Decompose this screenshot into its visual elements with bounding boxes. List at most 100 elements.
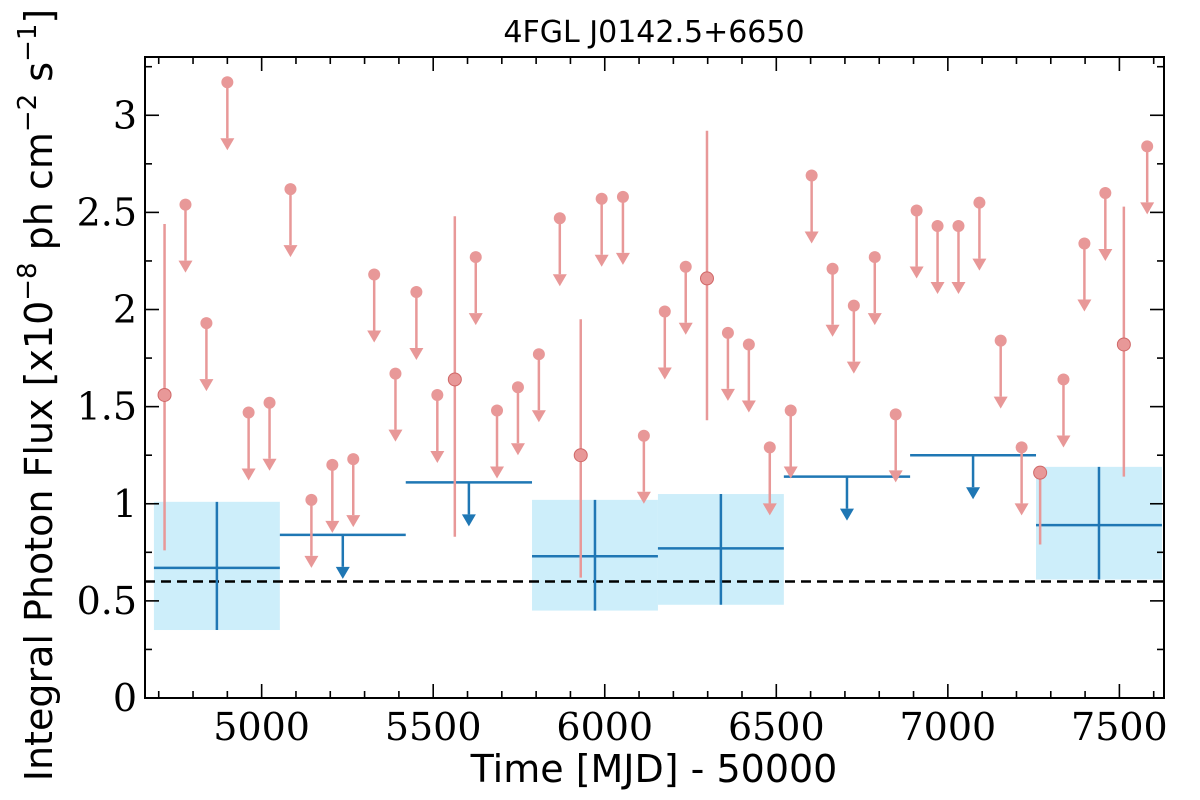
fine-ul-point-34 (952, 219, 965, 232)
fine-ul-point-17 (553, 212, 566, 225)
x-tick-label-1: 5500 (385, 705, 482, 749)
coarse-ul-arrow-3 (966, 487, 981, 500)
fine-ul-arrow-15 (510, 443, 525, 456)
fine-ul-point-23 (721, 326, 734, 339)
fine-ul-arrow-28 (825, 324, 840, 337)
fine-point-4 (1033, 465, 1048, 480)
fine-ul-arrow-17 (552, 274, 567, 287)
chart-title: 4FGL J0142.5+6650 (503, 15, 804, 50)
y-axis-label-close: ] (17, 9, 61, 24)
fine-ul-arrow-22 (678, 322, 693, 335)
fine-ul-arrow-0 (178, 260, 193, 273)
fine-ul-point-32 (910, 204, 923, 217)
y-tick-label-3: 1.5 (77, 385, 137, 429)
fine-ul-point-30 (868, 251, 881, 264)
fine-ul-arrow-26 (783, 466, 798, 479)
fine-ul-point-1 (200, 317, 213, 330)
y-axis-label-exp2: −2 (13, 94, 43, 132)
fine-ul-arrow-39 (1077, 299, 1092, 312)
fine-ul-point-22 (679, 260, 692, 273)
fine-ul-arrow-37 (1014, 503, 1029, 516)
fine-ul-arrow-12 (430, 450, 445, 463)
fine-ul-point-29 (847, 299, 860, 312)
y-tick-label-6: 3 (113, 93, 137, 137)
fine-ul-point-2 (221, 76, 234, 89)
fine-ul-arrow-6 (304, 555, 319, 568)
y-tick-label-5: 2.5 (77, 190, 137, 234)
coarse-bin-series (153, 453, 1162, 631)
fine-point-5 (1116, 337, 1131, 352)
fine-ul-arrow-30 (867, 313, 882, 326)
fine-ul-point-41 (1141, 140, 1154, 153)
fine-ul-arrow-23 (720, 388, 735, 401)
fine-ul-arrow-5 (283, 245, 298, 258)
x-axis-label: Time [MJD] - 50000 (470, 747, 838, 791)
y-axis-label-text: Integral Photon Flux [x10 (17, 301, 61, 782)
fine-ul-point-4 (263, 396, 276, 409)
fine-ul-arrow-9 (367, 330, 382, 343)
fine-ul-point-18 (595, 192, 608, 205)
fine-ul-point-6 (305, 493, 318, 506)
coarse-ul-arrow-1 (461, 514, 476, 527)
fine-ul-point-16 (532, 348, 545, 361)
fine-ul-arrow-38 (1056, 435, 1071, 448)
fine-ul-point-24 (742, 338, 755, 351)
y-tick-label-4: 2 (113, 288, 137, 332)
fine-ul-point-27 (805, 169, 818, 182)
fine-ul-point-12 (431, 388, 444, 401)
fine-ul-point-5 (284, 183, 297, 196)
fine-ul-arrow-31 (888, 470, 903, 483)
fine-ul-arrow-24 (741, 400, 756, 413)
fine-ul-arrow-1 (199, 379, 214, 392)
fine-ul-arrow-41 (1140, 202, 1155, 215)
fine-ul-arrow-7 (325, 520, 340, 533)
x-tick-label-2: 6000 (556, 705, 653, 749)
y-axis-label-end: s (17, 62, 61, 94)
fine-ul-arrow-18 (594, 254, 609, 267)
x-tick-label-0: 5000 (213, 705, 310, 749)
plot-frame (144, 56, 1165, 699)
fine-point-2 (573, 448, 588, 463)
fine-ul-point-35 (973, 196, 986, 209)
fine-ul-arrow-25 (762, 503, 777, 516)
tick-labels: 5000 5500 6000 6500 7000 7500 0 0.5 1 1.5 2 2.5 3 (77, 93, 1168, 749)
fine-ul-point-26 (784, 404, 797, 417)
fine-ul-arrow-33 (930, 281, 945, 294)
x-tick-label-4: 7000 (899, 705, 996, 749)
y-axis-label: Integral Photon Flux [x10−8 ph cm−2 s−1] (13, 9, 61, 782)
fine-point-3 (699, 271, 714, 286)
fine-ul-point-31 (889, 408, 902, 421)
y-axis-label-exp3: −1 (13, 24, 43, 62)
fine-bin-series (157, 76, 1155, 578)
fine-ul-arrow-8 (346, 515, 361, 528)
fine-ul-arrow-19 (615, 252, 630, 265)
fine-ul-point-38 (1057, 373, 1070, 386)
fine-ul-point-21 (658, 305, 671, 318)
fine-ul-arrow-20 (636, 491, 651, 504)
fine-ul-point-9 (368, 268, 381, 281)
fine-ul-arrow-40 (1098, 248, 1113, 261)
fine-ul-point-39 (1078, 237, 1091, 250)
fine-ul-arrow-14 (490, 466, 505, 479)
x-tick-label-3: 6500 (728, 705, 825, 749)
fine-ul-point-8 (347, 453, 360, 466)
fine-ul-point-37 (1015, 441, 1028, 454)
fine-ul-arrow-11 (409, 348, 424, 361)
coarse-ul-arrow-0 (335, 566, 350, 579)
fine-ul-point-19 (616, 190, 629, 203)
y-axis-label-exp1: −8 (13, 262, 43, 300)
fine-ul-point-25 (763, 441, 776, 454)
fine-ul-arrow-35 (972, 258, 987, 271)
fine-ul-arrow-3 (241, 468, 256, 481)
fine-ul-arrow-4 (262, 458, 277, 471)
fine-ul-arrow-13 (468, 313, 483, 326)
fine-ul-arrow-34 (951, 281, 966, 294)
fine-ul-point-0 (179, 198, 192, 211)
coarse-ul-arrow-2 (839, 508, 854, 521)
fine-ul-point-20 (637, 429, 650, 442)
fine-ul-arrow-2 (220, 138, 235, 151)
fine-ul-point-36 (994, 334, 1007, 347)
fine-ul-point-13 (469, 251, 482, 264)
fine-ul-point-28 (826, 262, 839, 275)
